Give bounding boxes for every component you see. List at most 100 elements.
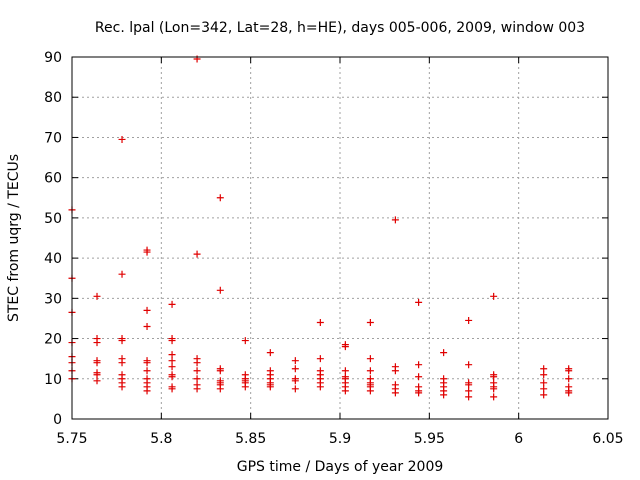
data-point xyxy=(440,391,448,399)
data-point xyxy=(168,351,176,359)
y-tick-label: 70 xyxy=(44,130,62,146)
data-point xyxy=(143,387,151,395)
plot-frame xyxy=(71,56,609,420)
y-tick-label: 60 xyxy=(44,171,62,187)
data-point xyxy=(168,300,176,308)
data-point xyxy=(440,349,448,357)
y-tick-label: 10 xyxy=(44,372,62,388)
data-point xyxy=(193,385,201,393)
grid-lines xyxy=(72,57,608,419)
data-point xyxy=(168,363,176,371)
y-tick-label: 0 xyxy=(53,412,62,428)
data-point xyxy=(291,357,299,365)
y-tick-label: 90 xyxy=(44,50,62,66)
data-point xyxy=(540,371,548,379)
y-axis-label: STEC from uqrg / TECUs xyxy=(6,154,22,322)
x-tick-label: 5.9 xyxy=(329,431,351,447)
y-tick-label: 50 xyxy=(44,211,62,227)
x-tick-label: 6.05 xyxy=(592,431,623,447)
data-point xyxy=(291,365,299,373)
data-point xyxy=(291,385,299,393)
data-point xyxy=(216,194,224,202)
data-point xyxy=(193,250,201,258)
data-point xyxy=(193,359,201,367)
data-point xyxy=(490,385,498,393)
data-point xyxy=(93,371,101,379)
data-point xyxy=(168,357,176,365)
data-point xyxy=(540,385,548,393)
data-point xyxy=(266,383,274,391)
data-point xyxy=(216,286,224,294)
x-tick-label: 5.85 xyxy=(235,431,266,447)
data-point xyxy=(266,349,274,357)
data-point xyxy=(415,389,423,397)
data-point xyxy=(118,270,126,278)
x-tick-label: 6 xyxy=(514,431,523,447)
data-point xyxy=(540,365,548,373)
data-point xyxy=(316,383,324,391)
y-tick-label: 40 xyxy=(44,251,62,267)
data-point xyxy=(168,385,176,393)
data-point xyxy=(143,306,151,314)
x-tick-label: 5.8 xyxy=(150,431,172,447)
data-point xyxy=(540,391,548,399)
y-tick-label: 80 xyxy=(44,90,62,106)
data-point xyxy=(118,135,126,143)
data-point xyxy=(168,373,176,381)
data-point xyxy=(216,367,224,375)
x-axis-label: GPS time / Days of year 2009 xyxy=(237,459,444,475)
x-tick-label: 5.75 xyxy=(56,431,87,447)
data-point xyxy=(490,373,498,381)
data-point xyxy=(316,355,324,363)
data-point xyxy=(341,387,349,395)
data-point xyxy=(391,389,399,397)
data-point xyxy=(391,367,399,375)
data-point xyxy=(366,367,374,375)
data-point xyxy=(316,318,324,326)
data-point xyxy=(143,359,151,367)
data-point xyxy=(490,393,498,401)
data-point xyxy=(118,337,126,345)
data-point xyxy=(93,377,101,385)
data-point xyxy=(465,361,473,369)
data-point xyxy=(565,367,573,375)
data-point xyxy=(168,337,176,345)
y-tick-label: 20 xyxy=(44,332,62,348)
data-point xyxy=(118,359,126,367)
data-point xyxy=(366,387,374,395)
x-tick-label: 5.95 xyxy=(414,431,445,447)
data-point xyxy=(143,248,151,256)
data-point xyxy=(565,389,573,397)
data-point xyxy=(193,367,201,375)
data-point xyxy=(216,385,224,393)
data-point xyxy=(490,292,498,300)
data-point xyxy=(341,343,349,351)
data-point xyxy=(93,292,101,300)
data-point xyxy=(241,337,249,345)
data-point xyxy=(415,373,423,381)
data-point xyxy=(465,393,473,401)
data-point xyxy=(415,361,423,369)
data-point xyxy=(143,367,151,375)
data-point xyxy=(143,322,151,330)
data-point xyxy=(465,316,473,324)
data-point xyxy=(118,383,126,391)
data-point xyxy=(366,318,374,326)
data-point xyxy=(465,381,473,389)
data-point xyxy=(93,339,101,347)
y-tick-label: 30 xyxy=(44,291,62,307)
data-point xyxy=(465,387,473,395)
data-point xyxy=(241,383,249,391)
data-point xyxy=(366,355,374,363)
chart-title: Rec. lpal (Lon=342, Lat=28, h=HE), days … xyxy=(95,20,585,36)
data-point xyxy=(193,375,201,383)
data-point xyxy=(391,216,399,224)
data-point xyxy=(415,298,423,306)
data-point xyxy=(291,377,299,385)
data-point xyxy=(565,375,573,383)
data-point xyxy=(540,379,548,387)
data-point xyxy=(93,359,101,367)
data-point xyxy=(341,367,349,375)
